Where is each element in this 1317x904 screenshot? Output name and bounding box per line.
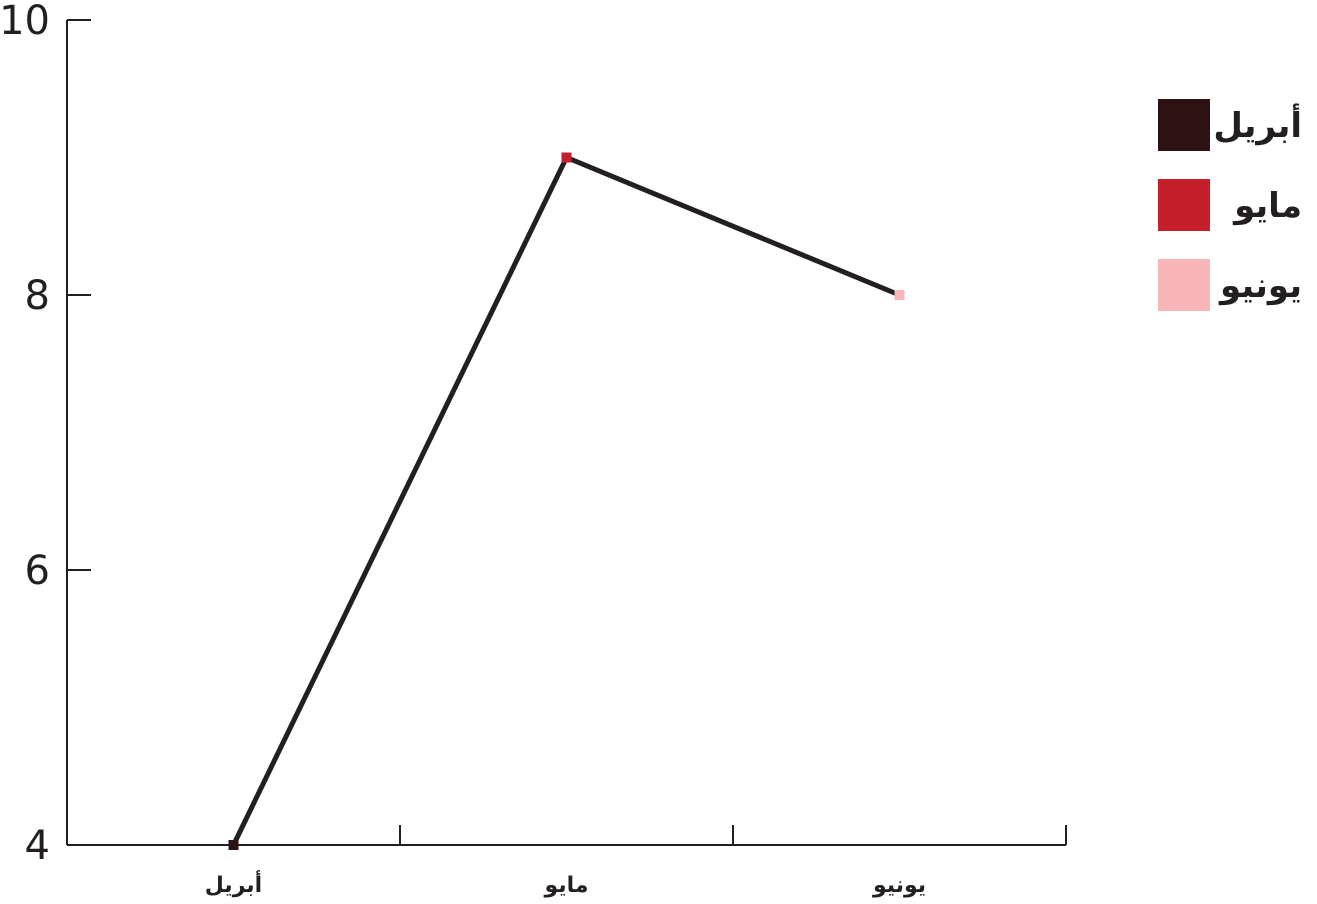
x-axis-ticks: أبريل مايو يونيو [205, 825, 1067, 898]
series-line [231, 154, 901, 847]
legend-swatch [1158, 179, 1210, 231]
series [228, 152, 905, 850]
data-point [561, 152, 572, 163]
data-point [894, 290, 905, 300]
y-tick-label: 10 [0, 0, 50, 44]
legend-swatch [1158, 99, 1210, 151]
legend-label: يونيو [1218, 266, 1302, 306]
legend: أبريل مايو يونيو [1158, 99, 1302, 311]
x-tick-label: مايو [544, 873, 589, 898]
data-point [228, 840, 239, 850]
y-tick-label: 8 [25, 273, 50, 319]
axes [66, 20, 1066, 846]
x-tick-label: أبريل [205, 869, 262, 898]
legend-label: مايو [1232, 186, 1302, 226]
x-tick-label: يونيو [872, 873, 926, 898]
y-axis-ticks: 4 6 8 10 [0, 0, 91, 869]
y-tick-label: 6 [25, 548, 50, 594]
legend-swatch [1158, 259, 1210, 311]
y-tick-label: 4 [25, 823, 50, 869]
legend-label: أبريل [1213, 103, 1302, 146]
